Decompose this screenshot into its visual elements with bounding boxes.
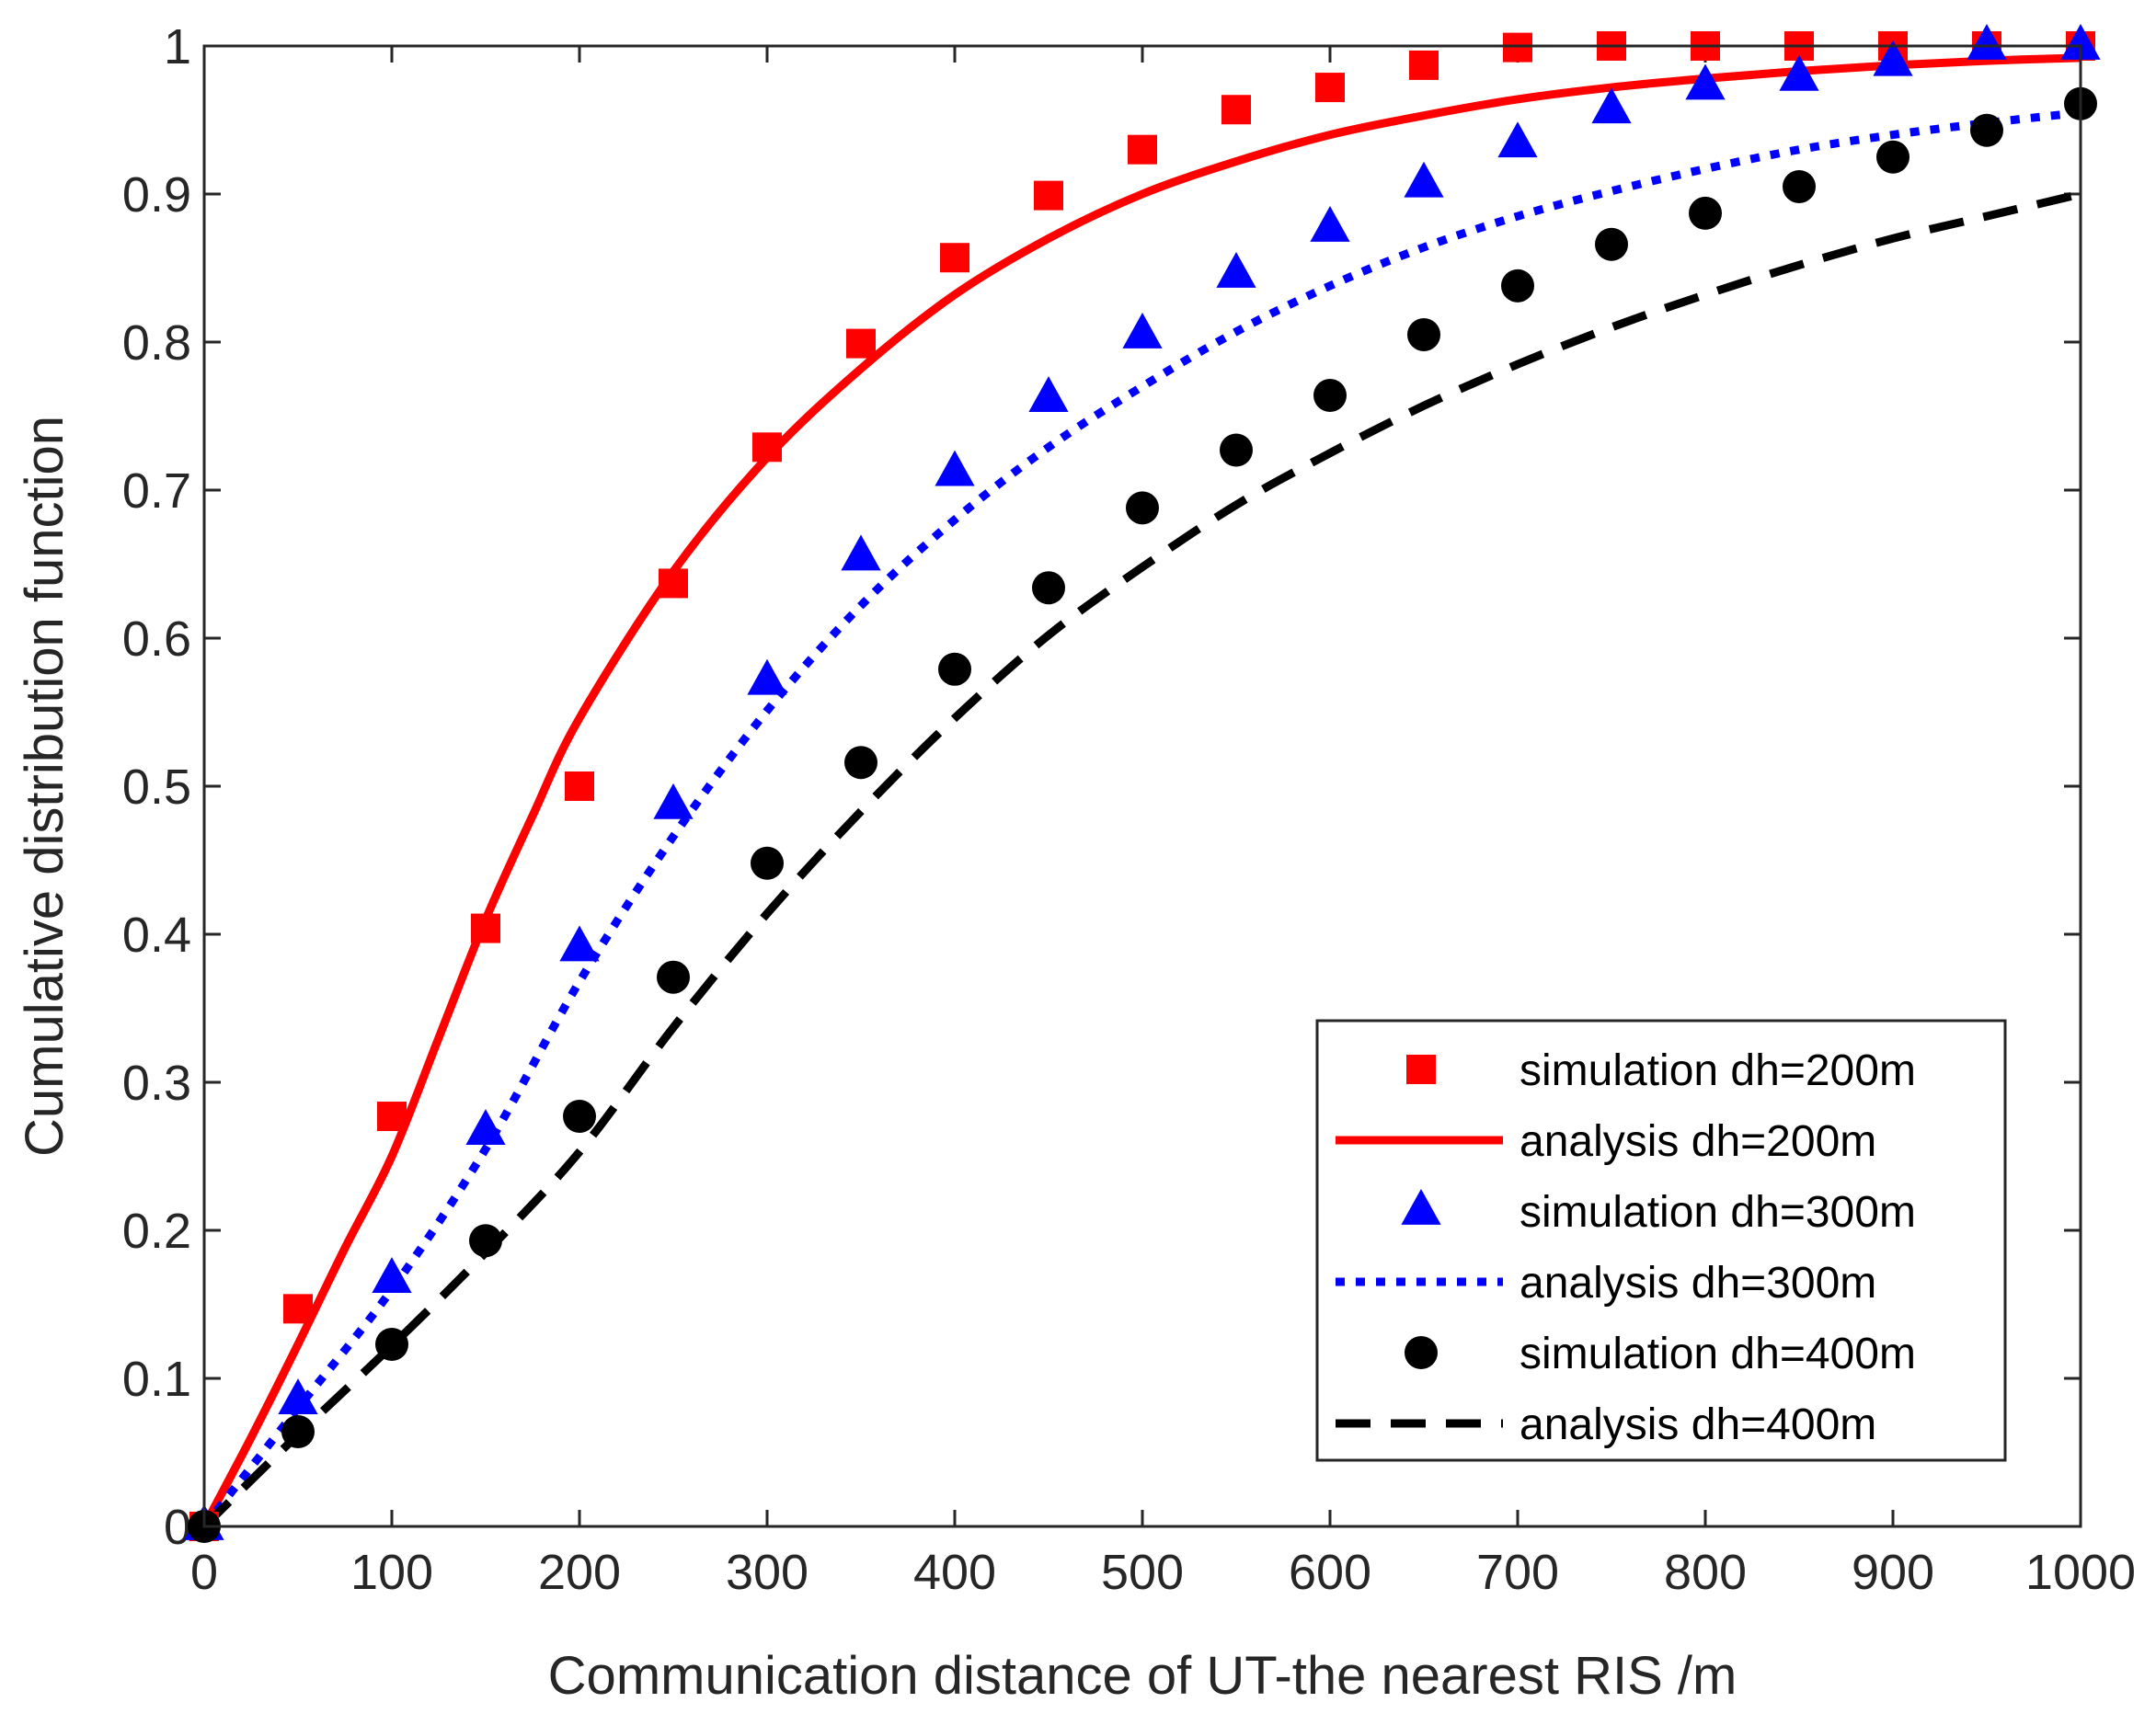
- data-point-simulation-dh-200m: [283, 1294, 313, 1324]
- data-point-simulation-dh-300m: [935, 450, 975, 486]
- data-point-simulation-dh-300m: [1685, 63, 1726, 100]
- data-point-simulation-dh-400m: [1032, 571, 1065, 605]
- legend-label: simulation dh=200m: [1520, 1046, 1916, 1095]
- data-point-simulation-dh-400m: [657, 960, 690, 994]
- y-tick-label: 0.6: [122, 611, 191, 667]
- data-point-simulation-dh-400m: [844, 746, 877, 780]
- data-point-simulation-dh-300m: [1497, 121, 1538, 158]
- y-tick-label: 0.5: [122, 760, 191, 815]
- data-point-simulation-dh-300m: [1216, 251, 1256, 288]
- data-point-simulation-dh-200m: [565, 771, 594, 801]
- data-point-simulation-dh-400m: [1407, 317, 1440, 351]
- x-axis-label: Communication distance of UT-the nearest…: [548, 1646, 1737, 1706]
- data-point-simulation-dh-400m: [1689, 196, 1722, 230]
- y-tick-label: 1: [164, 19, 191, 74]
- data-point-simulation-dh-300m: [1873, 40, 1913, 76]
- data-point-simulation-dh-200m: [1503, 32, 1532, 63]
- data-point-simulation-dh-400m: [1220, 433, 1253, 467]
- data-point-simulation-dh-200m: [846, 328, 876, 359]
- data-point-simulation-dh-200m: [1315, 73, 1345, 103]
- data-point-simulation-dh-300m: [465, 1109, 506, 1146]
- x-tick-label: 700: [1476, 1545, 1559, 1600]
- plot-frame: [202, 44, 2082, 1528]
- x-tick-label: 800: [1664, 1545, 1747, 1600]
- series-line-analysis-dh-400m: [201, 189, 2082, 1530]
- legend-marker-simulation-dh-200m: [1406, 1055, 1436, 1084]
- data-point-simulation-dh-200m: [471, 913, 500, 943]
- data-point-simulation-dh-200m: [1034, 180, 1063, 211]
- y-tick-label: 0.8: [122, 315, 191, 371]
- x-tick-label: 900: [1852, 1545, 1934, 1600]
- data-point-simulation-dh-300m: [2060, 24, 2101, 60]
- data-point-simulation-dh-400m: [1313, 378, 1347, 412]
- data-point-simulation-dh-300m: [1779, 54, 1819, 91]
- x-tick-label: 400: [913, 1545, 996, 1600]
- data-point-simulation-dh-400m: [1501, 269, 1534, 303]
- legend-marker-simulation-dh-400m: [1405, 1336, 1438, 1369]
- data-point-simulation-dh-400m: [1970, 113, 2003, 147]
- data-point-simulation-dh-300m: [278, 1378, 318, 1415]
- data-point-simulation-dh-300m: [841, 534, 881, 571]
- x-tick-label: 500: [1101, 1545, 1184, 1600]
- y-axis-label: Cumulative distribution function: [15, 416, 75, 1157]
- data-point-simulation-dh-300m: [747, 658, 787, 695]
- legend-label: simulation dh=400m: [1520, 1330, 1916, 1378]
- x-tick-label: 0: [190, 1545, 218, 1600]
- x-tick-label: 200: [538, 1545, 621, 1600]
- y-tick-label: 0.2: [122, 1204, 191, 1259]
- data-point-simulation-dh-200m: [1128, 134, 1157, 165]
- data-point-simulation-dh-400m: [938, 652, 971, 686]
- data-point-simulation-dh-300m: [1591, 87, 1632, 124]
- simulation-markers: [184, 24, 2101, 1543]
- data-point-simulation-dh-200m: [940, 243, 969, 273]
- x-tick-label: 300: [726, 1545, 808, 1600]
- x-axis-ticks: 0 100 200 300 400 500 600 700 800 900 1000: [190, 46, 2136, 1600]
- x-tick-label: 1000: [2025, 1545, 2136, 1600]
- legend-marker-simulation-dh-300m: [1401, 1189, 1441, 1225]
- data-point-simulation-dh-400m: [281, 1414, 315, 1448]
- data-point-simulation-dh-400m: [375, 1327, 408, 1361]
- legend-label: analysis dh=300m: [1520, 1259, 1876, 1308]
- y-tick-label: 0: [164, 1500, 191, 1555]
- data-point-simulation-dh-400m: [751, 846, 784, 880]
- y-tick-label: 0.1: [122, 1352, 191, 1407]
- legend: simulation dh=200m analysis dh=200m simula…: [1315, 1019, 2007, 1462]
- data-point-simulation-dh-400m: [469, 1224, 502, 1258]
- legend-label: analysis dh=400m: [1520, 1400, 1876, 1449]
- data-point-simulation-dh-200m: [659, 568, 688, 599]
- data-point-simulation-dh-300m: [1028, 376, 1069, 413]
- data-point-simulation-dh-300m: [372, 1257, 412, 1294]
- data-point-simulation-dh-300m: [653, 783, 694, 819]
- x-tick-label: 100: [350, 1545, 433, 1600]
- y-tick-label: 0.9: [122, 167, 191, 223]
- x-tick-label: 600: [1289, 1545, 1371, 1600]
- data-point-simulation-dh-300m: [1122, 312, 1163, 349]
- data-point-simulation-dh-200m: [1409, 50, 1439, 80]
- y-tick-label: 0.7: [122, 463, 191, 519]
- data-point-simulation-dh-400m: [1126, 491, 1159, 525]
- data-point-simulation-dh-200m: [752, 432, 782, 463]
- y-tick-label: 0.3: [122, 1056, 191, 1111]
- legend-box: [1315, 1019, 2007, 1462]
- data-point-simulation-dh-300m: [559, 925, 600, 962]
- data-point-simulation-dh-200m: [1221, 95, 1251, 125]
- data-point-simulation-dh-300m: [1310, 206, 1350, 242]
- legend-label: analysis dh=200m: [1520, 1117, 1876, 1166]
- data-point-simulation-dh-400m: [1595, 227, 1628, 261]
- data-point-simulation-dh-400m: [563, 1100, 596, 1134]
- y-axis-ticks: 0 0.1 0.2 0.3 0.4 0.5 0.6 0.7 0.8 0.9 1: [122, 19, 2081, 1555]
- legend-label: simulation dh=300m: [1520, 1188, 1916, 1237]
- data-point-simulation-dh-300m: [1967, 24, 2007, 60]
- series-line-analysis-dh-300m: [201, 108, 2081, 1529]
- data-point-simulation-dh-300m: [1404, 161, 1444, 198]
- data-point-simulation-dh-200m: [377, 1102, 407, 1132]
- y-tick-label: 0.4: [122, 908, 191, 963]
- data-point-simulation-dh-400m: [1876, 140, 1909, 174]
- data-point-simulation-dh-400m: [1783, 169, 1816, 203]
